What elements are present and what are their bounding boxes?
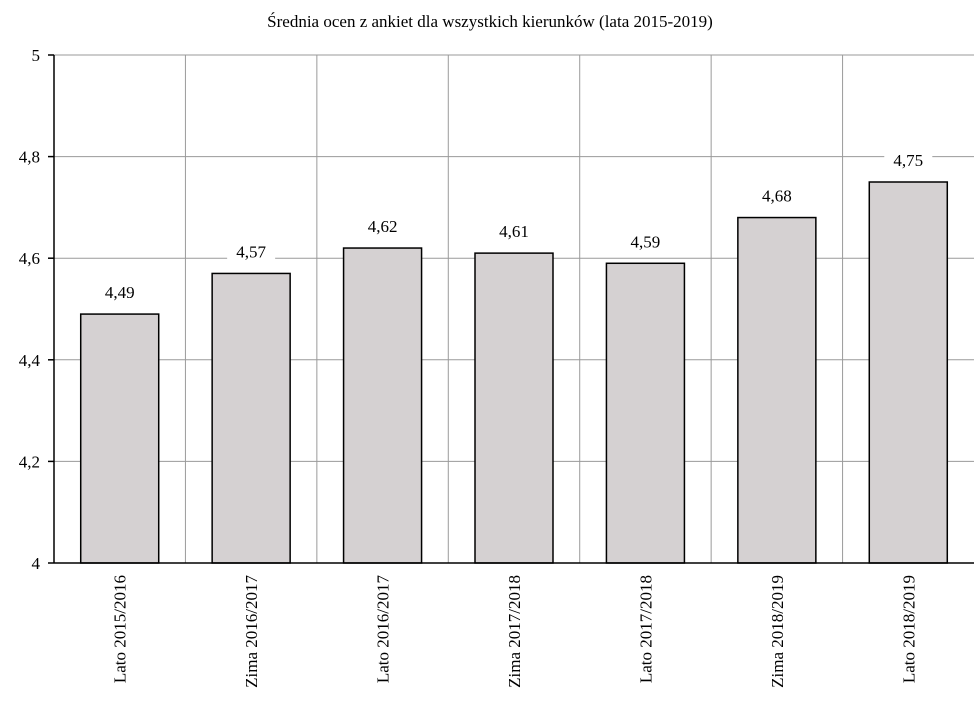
y-tick-label: 4,8: [19, 148, 40, 167]
category-label: Lato 2015/2016: [111, 575, 130, 683]
data-label-bg: [752, 184, 801, 208]
bar: [474, 252, 554, 564]
data-label: 4,59: [631, 232, 661, 251]
y-tick-label: 4: [32, 554, 41, 573]
category-label: Zima 2017/2018: [505, 575, 524, 688]
data-label: 4,49: [105, 283, 135, 302]
bar: [737, 216, 817, 564]
data-labels: 4,49 4,57 4,62 4,61 4,59 4,68 4,75: [95, 149, 933, 305]
data-label-bg: [358, 215, 407, 239]
data-label-bg: [95, 281, 144, 305]
data-label-bg: [490, 220, 538, 244]
y-tick-label: 5: [32, 46, 41, 65]
category-label: Zima 2018/2019: [768, 575, 787, 688]
y-tick-label: 4,2: [19, 452, 40, 471]
category-label: Lato 2018/2019: [899, 575, 918, 683]
data-label: 4,68: [762, 187, 792, 206]
data-label: 4,61: [499, 222, 529, 241]
data-label-bg: [227, 240, 276, 264]
chart-title: Średnia ocen z ankiet dla wszystkich kie…: [267, 12, 713, 31]
axes: [48, 54, 974, 564]
y-tick-labels: 4 4,2 4,4 4,6 4,8 5: [19, 46, 41, 573]
y-tick-label: 4,6: [19, 249, 40, 268]
data-label: 4,62: [368, 217, 398, 236]
category-labels: Lato 2015/2016 Zima 2016/2017 Lato 2016/20…: [111, 575, 919, 688]
data-label: 4,75: [893, 151, 923, 170]
category-label: Lato 2016/2017: [374, 575, 393, 684]
grid-lines: [54, 54, 974, 563]
category-label: Zima 2016/2017: [242, 575, 261, 688]
bar: [605, 262, 686, 564]
bars: [79, 181, 949, 564]
category-label: Lato 2017/2018: [636, 575, 655, 683]
data-label-bg: [884, 149, 933, 172]
bar: [868, 181, 949, 564]
bar: [79, 313, 160, 564]
bar: [342, 247, 423, 564]
data-label: 4,57: [236, 242, 266, 261]
bar: [211, 272, 291, 564]
y-tick-label: 4,4: [19, 351, 41, 370]
data-label-bg: [621, 230, 670, 254]
